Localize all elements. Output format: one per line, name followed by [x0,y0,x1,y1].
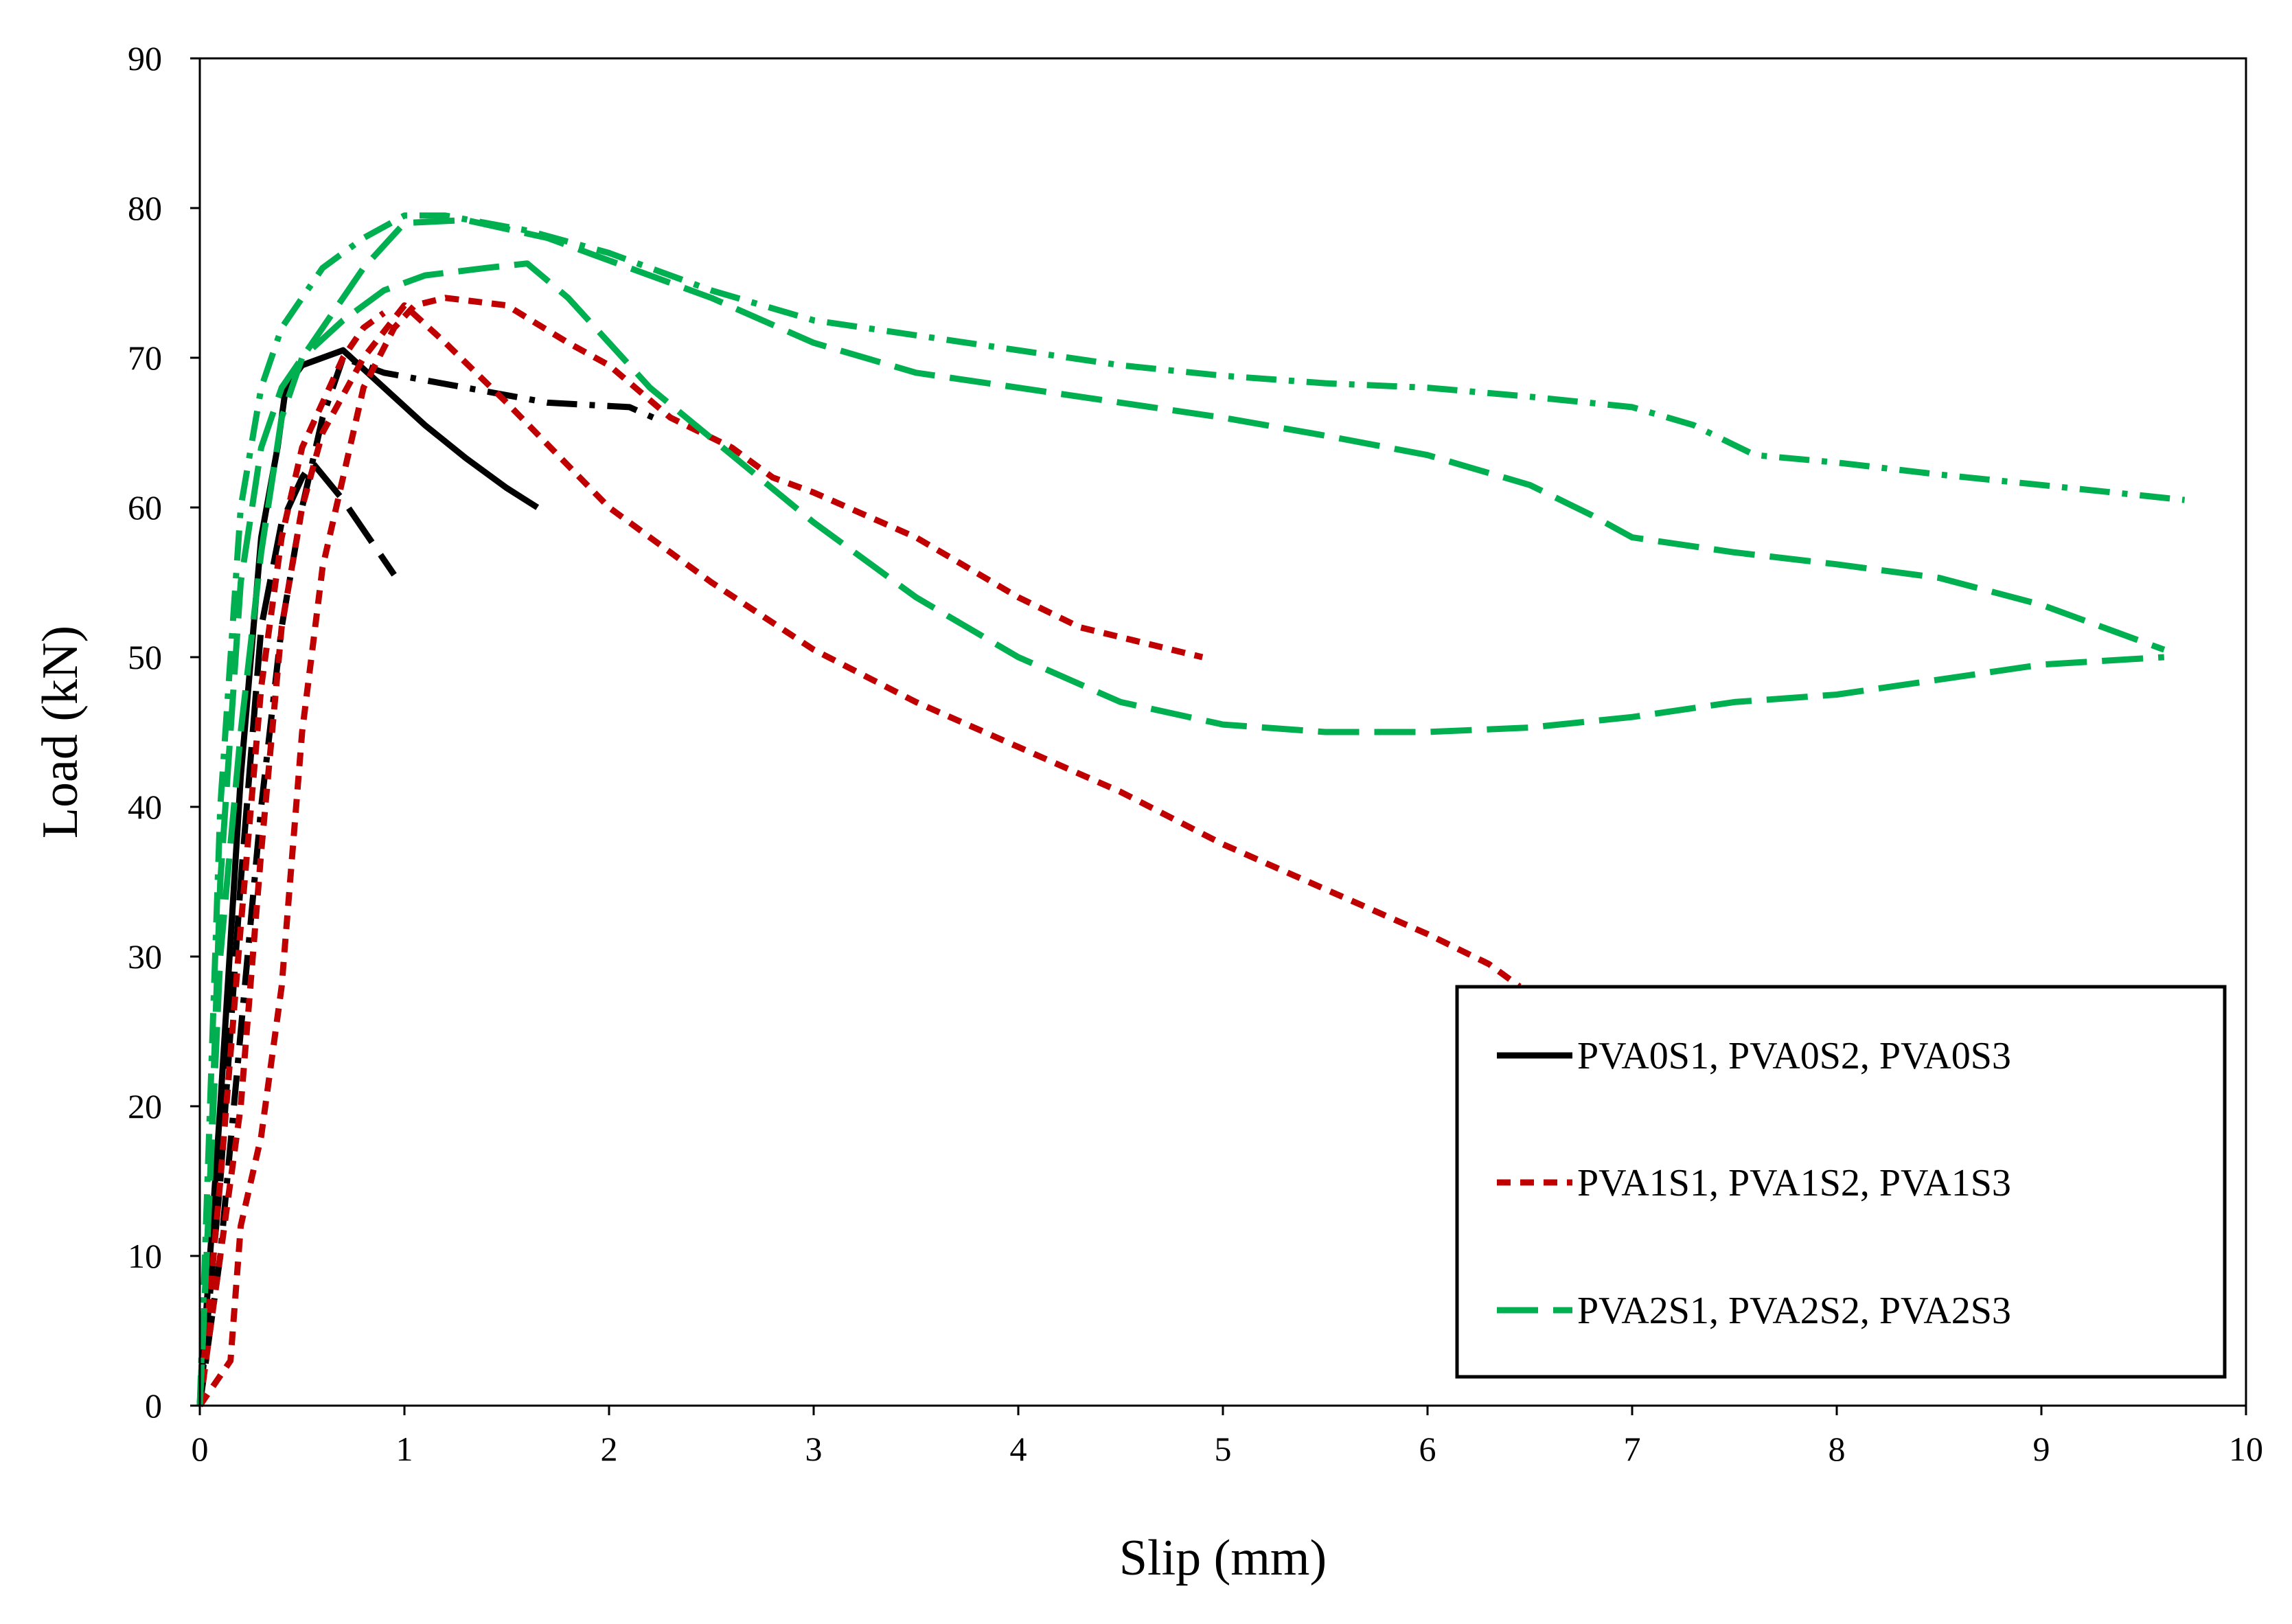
y-axis-ticks: 0 10 20 30 40 50 60 70 80 90 [128,39,200,1425]
legend: PVA0S1, PVA0S2, PVA0S3 PVA1S1, PVA1S2, P… [1455,985,2227,1379]
x-tick-label: 6 [1419,1430,1436,1468]
x-tick-label: 5 [1215,1430,1232,1468]
x-tick-label: 3 [805,1430,823,1468]
x-tick-label: 2 [601,1430,618,1468]
x-tick-label: 9 [2033,1430,2050,1468]
x-tick-label: 4 [1010,1430,1027,1468]
legend-label-pva1: PVA1S1, PVA1S2, PVA1S3 [1577,1162,2011,1204]
legend-label-pva0: PVA0S1, PVA0S2, PVA0S3 [1577,1035,2011,1077]
y-axis-label: Load (kN) [32,626,89,838]
y-tick-label: 40 [128,788,162,826]
series-line-pva2s1 [196,260,2165,1406]
x-tick-label: 1 [396,1430,413,1468]
y-tick-label: 60 [128,488,162,527]
y-tick-label: 70 [128,339,162,377]
x-tick-label: 0 [192,1430,209,1468]
x-tick-label: 7 [1624,1430,1641,1468]
y-tick-label: 0 [145,1386,162,1425]
x-axis-label: Slip (mm) [1119,1530,1327,1586]
x-axis-ticks: 0 1 2 3 4 5 6 7 8 9 10 [192,1406,2263,1468]
series-line-pva0s3 [196,354,662,1406]
series-line-pva2s3 [196,216,2166,1406]
series-line-pva1s1 [197,295,1204,1408]
x-tick-label: 10 [2229,1430,2263,1468]
x-tick-label: 8 [1829,1430,1846,1468]
series-line-pva1s2 [196,302,1522,1406]
y-tick-label: 20 [128,1087,162,1125]
legend-label-pva2: PVA2S1, PVA2S2, PVA2S3 [1577,1290,2011,1332]
y-tick-label: 80 [128,189,162,227]
y-tick-label: 10 [128,1237,162,1275]
series-layer [196,212,2186,1408]
y-tick-label: 30 [128,937,162,976]
series-line-pva1s3 [196,310,386,1406]
series-line-pva2s2 [196,212,2186,1406]
y-tick-label: 90 [128,39,162,78]
y-tick-label: 50 [128,638,162,676]
legend-box [1455,985,2227,1379]
